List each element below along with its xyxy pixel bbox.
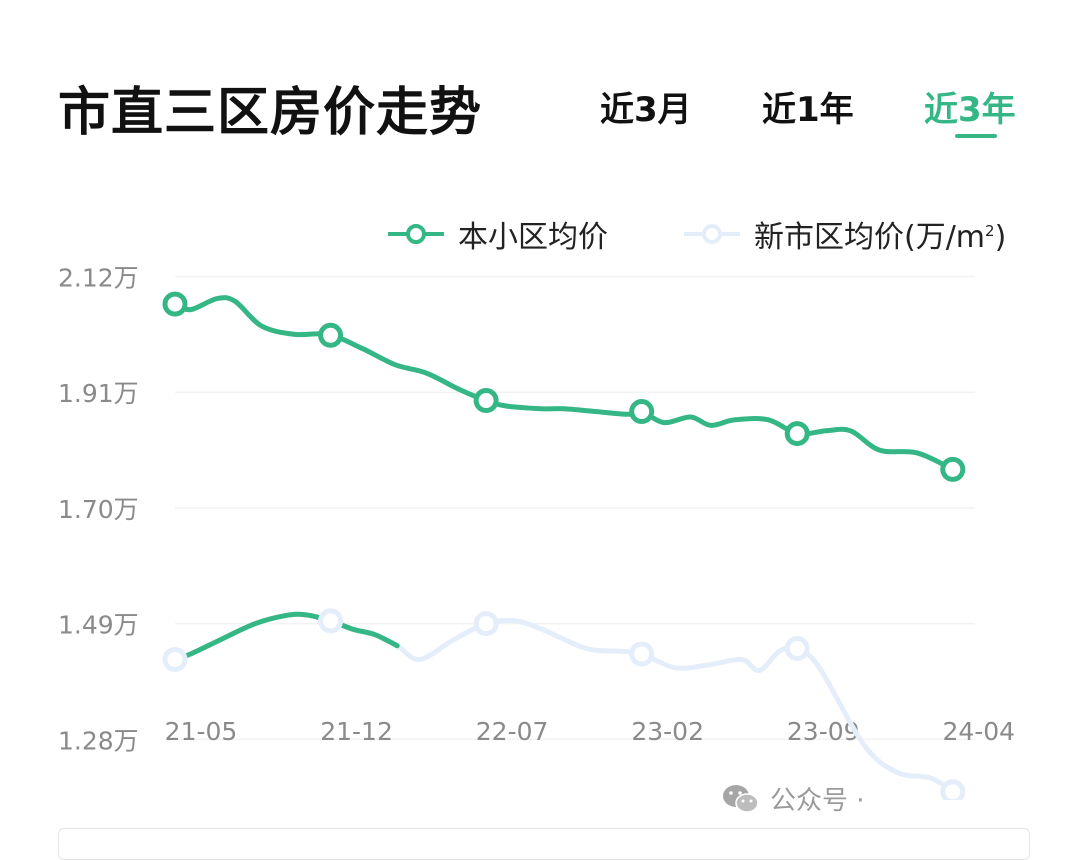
series-line-2	[172, 611, 956, 795]
y-tick-label: 1.28万	[58, 726, 139, 755]
series-1-point[interactable]	[162, 291, 188, 317]
x-tick-label: 24-04	[942, 717, 1015, 746]
page-title: 市直三区房价走势	[58, 83, 483, 143]
x-tick-label: 23-02	[631, 717, 704, 746]
x-axis-ticks: 21-05 21-12 22-07 23-02 23-09 24-04	[165, 717, 1015, 746]
x-tick-label: 21-12	[320, 717, 393, 746]
legend-label-district-prefix: 新市区均价(万/m	[754, 220, 986, 255]
y-axis-ticks: 2.12万 1.91万 1.70万 1.49万 1.28万	[58, 264, 139, 756]
legend-label-district-sup: 2	[985, 222, 995, 240]
series-1-point[interactable]	[784, 421, 810, 447]
series-1-point[interactable]	[473, 388, 499, 414]
series-2-point[interactable]	[629, 641, 655, 667]
series-1-segment	[172, 611, 400, 662]
x-tick-label: 22-07	[476, 717, 549, 746]
series-1-point[interactable]	[940, 456, 966, 482]
y-tick-label: 1.91万	[58, 379, 139, 408]
tab-3-months[interactable]: 近3月	[600, 90, 692, 130]
legend-item-community[interactable]: 本小区均价	[388, 212, 608, 256]
wechat-icon	[723, 784, 759, 813]
legend-item-district[interactable]: 新市区均价(万/m2)	[684, 212, 1006, 256]
y-tick-label: 1.49万	[58, 611, 139, 640]
legend-marker-community-icon	[388, 224, 444, 244]
x-tick-label: 21-05	[165, 717, 238, 746]
watermark: 公众号 ·	[722, 780, 865, 817]
price-trend-chart: 2.12万 1.91万 1.70万 1.49万 1.28万 21-05 21-12 22-0…	[58, 264, 1015, 800]
legend-marker-district-icon	[684, 224, 740, 244]
series-1-point[interactable]	[318, 322, 344, 348]
series-2-point[interactable]	[162, 646, 188, 672]
series-1-point[interactable]	[629, 399, 655, 425]
watermark-text: 公众号 ·	[770, 786, 865, 816]
series-2-point[interactable]	[318, 608, 344, 634]
legend-label-district: 新市区均价(万/m2)	[754, 212, 1006, 256]
legend-label-community: 本小区均价	[458, 220, 608, 255]
series-2-point[interactable]	[784, 635, 810, 661]
y-tick-label: 1.70万	[58, 495, 139, 524]
series-2-point[interactable]	[473, 611, 499, 637]
series-line-1	[172, 295, 956, 472]
tab-3-years[interactable]: 近3年	[924, 90, 1016, 130]
active-tab-indicator	[955, 134, 997, 138]
tab-1-year[interactable]: 近1年	[762, 90, 854, 130]
grid-layer	[175, 275, 975, 741]
series-layer	[162, 291, 966, 800]
legend-label-district-suffix: )	[994, 220, 1007, 255]
series-2-point[interactable]	[940, 779, 966, 800]
y-tick-label: 2.12万	[58, 264, 139, 293]
bottom-card	[58, 828, 1030, 860]
